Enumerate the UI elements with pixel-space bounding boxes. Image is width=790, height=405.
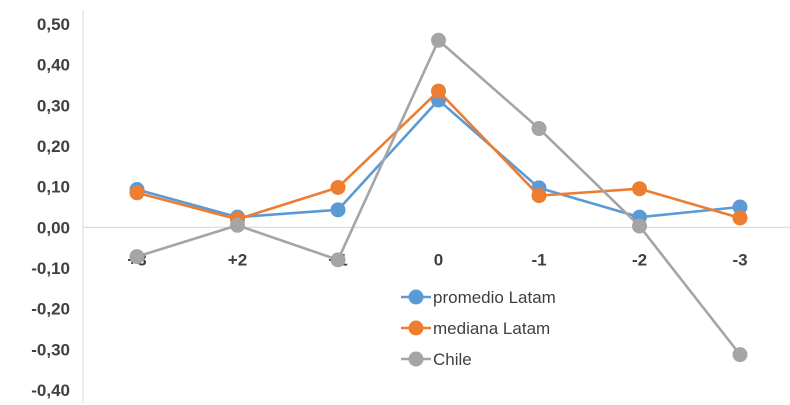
legend-marker — [408, 320, 424, 336]
data-point — [732, 347, 748, 363]
y-tick-label: 0,10 — [37, 178, 70, 197]
data-point — [632, 218, 647, 234]
legend-label: mediana Latam — [433, 319, 550, 338]
y-tick-label: -0,30 — [31, 340, 70, 359]
legend: promedio Latam mediana Latam Chile — [401, 288, 556, 369]
y-tick-label: 0,40 — [37, 56, 70, 75]
y-axis-tick-labels: 0,50 0,40 0,30 0,20 0,10 0,00 -0,10 -0,20 -0,30 -… — [31, 15, 70, 400]
data-point — [330, 179, 346, 195]
series-lines — [129, 32, 748, 363]
y-tick-label: -0,20 — [31, 300, 70, 319]
data-point — [632, 181, 647, 197]
legend-item: Chile — [401, 350, 472, 369]
data-point — [531, 121, 547, 137]
data-point — [732, 210, 748, 226]
x-tick-label: 0 — [434, 250, 443, 269]
legend-marker — [408, 351, 424, 367]
y-tick-label: -0,10 — [31, 259, 70, 278]
data-point — [330, 252, 346, 268]
y-tick-label: 0,00 — [37, 218, 70, 237]
legend-marker — [408, 289, 424, 305]
legend-item: mediana Latam — [401, 319, 550, 338]
y-tick-label: -0,40 — [31, 381, 70, 400]
legend-label: Chile — [433, 350, 472, 369]
y-tick-label: 0,20 — [37, 137, 70, 156]
data-point — [330, 202, 346, 218]
legend-label: promedio Latam — [433, 288, 556, 307]
y-tick-label: 0,50 — [37, 15, 70, 34]
legend-item: promedio Latam — [401, 288, 556, 307]
data-point — [431, 32, 446, 48]
x-tick-label: -2 — [632, 250, 647, 269]
y-tick-label: 0,30 — [37, 96, 70, 115]
data-point — [230, 217, 245, 233]
series-3 — [129, 32, 748, 363]
data-point — [129, 185, 145, 201]
data-point — [129, 249, 145, 265]
x-tick-label: +2 — [228, 250, 247, 269]
data-point — [431, 83, 446, 99]
x-tick-label: -3 — [732, 250, 747, 269]
data-point — [732, 199, 748, 215]
x-tick-label: -1 — [531, 250, 546, 269]
data-point — [531, 188, 547, 204]
